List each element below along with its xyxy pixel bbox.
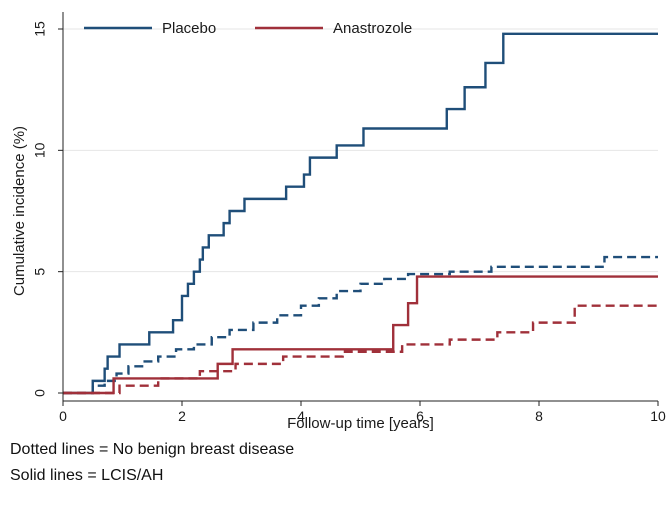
series-line-anastrozole-dashed — [63, 304, 658, 395]
x-tick-label-0: 0 — [59, 408, 67, 424]
x-tick-label-6: 6 — [416, 408, 424, 424]
legend: Placebo Anastrozole — [84, 20, 412, 37]
y-tick-label-15: 15 — [32, 21, 48, 37]
x-tick-label-8: 8 — [535, 408, 543, 424]
series-line-placebo-dashed — [63, 255, 658, 395]
x-tick-label-2: 2 — [178, 408, 186, 424]
series-lines — [63, 32, 658, 395]
footnote-dotted-lines: Dotted lines = No benign breast disease — [10, 441, 295, 458]
series-line-placebo-solid — [63, 32, 658, 395]
footnote-solid-lines: Solid lines = LCIS/AH — [10, 467, 164, 484]
legend-label-placebo: Placebo — [162, 20, 216, 37]
series-line-anastrozole-solid — [63, 275, 658, 395]
grid-lines — [63, 28, 658, 273]
x-tick-label-10: 10 — [650, 408, 666, 424]
cumulative-incidence-chart: 0 5 10 15 0 2 4 6 8 10 Follow-up time [years] Cum… — [11, 12, 666, 432]
axes — [62, 12, 658, 402]
y-tick-label-0: 0 — [32, 389, 48, 397]
x-axis-label: Follow-up time [years] — [287, 415, 434, 432]
legend-label-anastrozole: Anastrozole — [333, 20, 412, 37]
x-tick-label-4: 4 — [297, 408, 305, 424]
y-tick-label-10: 10 — [32, 142, 48, 158]
footnotes: Dotted lines = No benign breast disease … — [10, 437, 294, 489]
y-tick-label-5: 5 — [32, 268, 48, 276]
axis-ticks: 0 5 10 15 0 2 4 6 8 10 — [32, 21, 666, 424]
y-axis-label: Cumulative incidence (%) — [11, 126, 28, 296]
